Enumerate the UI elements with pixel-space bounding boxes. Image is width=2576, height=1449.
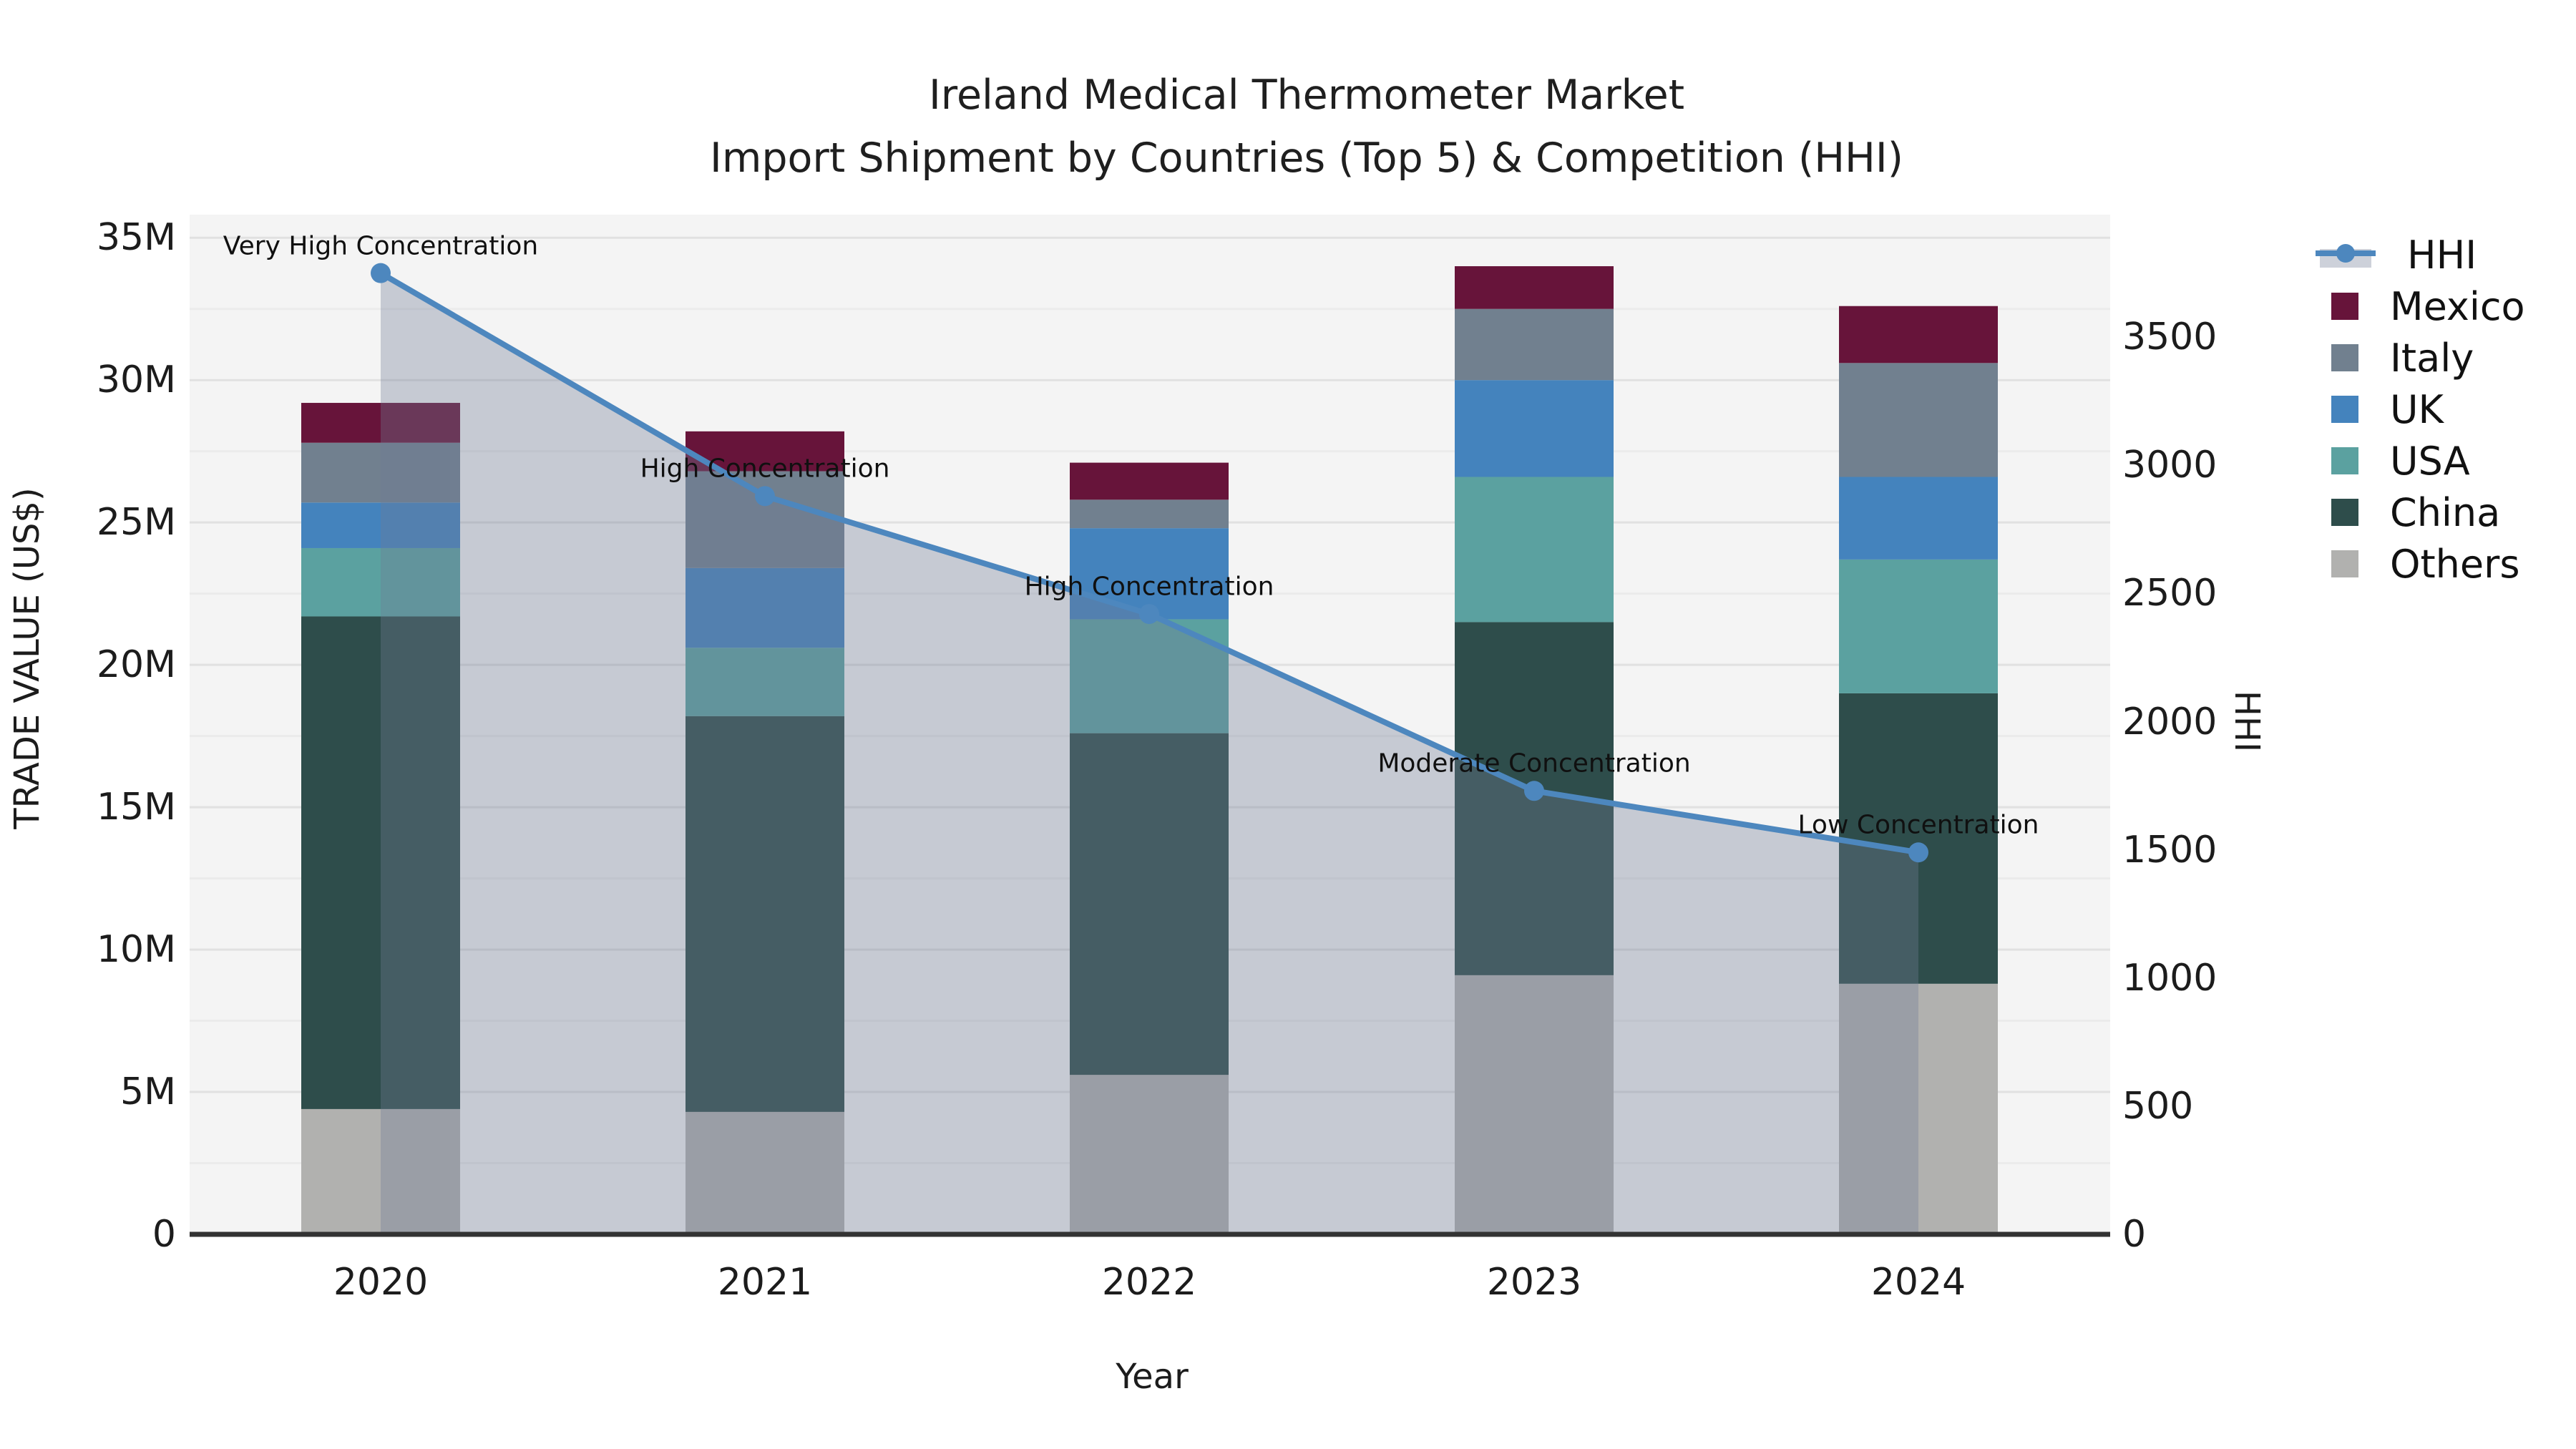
legend: HHI Mexico Italy UK USA China Others bbox=[2310, 229, 2576, 601]
bar-segment-china-2022 bbox=[1070, 733, 1229, 1075]
bar-segment-uk-2024 bbox=[1839, 477, 1998, 560]
legend-item-hhi: HHI bbox=[2310, 232, 2477, 278]
x-tick-label: 2020 bbox=[333, 1261, 429, 1304]
bar-segment-others-2020 bbox=[301, 1108, 460, 1234]
bar-segment-uk-2021 bbox=[686, 567, 844, 648]
y-left-tick-label: 30M bbox=[96, 358, 176, 402]
legend-swatch-others bbox=[2331, 550, 2358, 577]
hhi-marker-swatch bbox=[2336, 244, 2355, 263]
hhi-marker-2022 bbox=[1139, 604, 1159, 625]
y-right-tick-label: 2000 bbox=[2122, 700, 2218, 743]
y-left-tick-label: 5M bbox=[120, 1070, 176, 1114]
y-right-tick-label: 3000 bbox=[2122, 444, 2218, 487]
y-right-tick-label: 3500 bbox=[2122, 316, 2218, 359]
legend-item-usa: USA bbox=[2310, 438, 2470, 484]
y-left-tick-label: 15M bbox=[96, 786, 176, 829]
y-axis-left-title: TRADE VALUE (US$) bbox=[7, 487, 47, 829]
y-left-tick-label: 25M bbox=[96, 501, 176, 545]
legend-item-mexico: Mexico bbox=[2310, 283, 2525, 329]
hhi-marker-2024 bbox=[1908, 842, 1928, 863]
hhi-marker-2023 bbox=[1524, 781, 1544, 801]
hhi-marker-2021 bbox=[755, 486, 775, 507]
bar-segment-mexico-2024 bbox=[1839, 306, 1998, 364]
bar-segment-china-2024 bbox=[1839, 693, 1998, 984]
bar-segment-usa-2020 bbox=[301, 547, 460, 617]
legend-label: Mexico bbox=[2390, 283, 2525, 329]
bar-segment-italy-2020 bbox=[301, 442, 460, 503]
x-tick-label: 2023 bbox=[1486, 1261, 1582, 1304]
y-left-tick-label: 10M bbox=[96, 928, 176, 972]
y-right-tick-label: 0 bbox=[2122, 1213, 2147, 1256]
hhi-line-swatch bbox=[2316, 239, 2376, 270]
y-right-tick-label: 2500 bbox=[2122, 572, 2218, 615]
bar-segment-mexico-2022 bbox=[1070, 462, 1229, 500]
bar-segment-usa-2024 bbox=[1839, 559, 1998, 693]
y-axis-right-ticks: 0 500 1000 1500 2000 2500 3000 3500 bbox=[2122, 0, 2337, 1449]
bar-segment-usa-2021 bbox=[686, 648, 844, 716]
chart-subtitle: Import Shipment by Countries (Top 5) & C… bbox=[710, 135, 1903, 182]
legend-label: HHI bbox=[2407, 232, 2477, 278]
bar-segment-mexico-2020 bbox=[301, 403, 460, 443]
legend-swatch-usa bbox=[2331, 447, 2358, 474]
chart-title: Ireland Medical Thermometer Market bbox=[928, 72, 1685, 119]
legend-label: Italy bbox=[2390, 335, 2474, 381]
x-tick-label: 2021 bbox=[717, 1261, 813, 1304]
hhi-area-fill bbox=[381, 273, 1918, 1234]
legend-swatch-uk bbox=[2331, 396, 2358, 423]
bar-segment-china-2021 bbox=[686, 716, 844, 1112]
legend-item-uk: UK bbox=[2310, 386, 2444, 432]
y-left-tick-label: 35M bbox=[96, 216, 176, 260]
y-left-tick-label: 20M bbox=[96, 643, 176, 687]
y-right-tick-label: 500 bbox=[2122, 1084, 2194, 1128]
x-tick-label: 2024 bbox=[1870, 1261, 1966, 1304]
legend-swatch-mexico bbox=[2331, 293, 2358, 320]
bar-segment-uk-2020 bbox=[301, 502, 460, 548]
hhi-marker-2020 bbox=[371, 263, 391, 283]
bar-segment-others-2024 bbox=[1839, 983, 1998, 1234]
bar-segment-italy-2022 bbox=[1070, 499, 1229, 529]
x-tick-label: 2022 bbox=[1101, 1261, 1197, 1304]
y-axis-left-ticks: 0 5M 10M 15M 20M 25M 30M 35M bbox=[0, 0, 176, 1449]
bar-segment-italy-2023 bbox=[1455, 308, 1614, 381]
legend-item-italy: Italy bbox=[2310, 335, 2474, 381]
bar-segment-others-2022 bbox=[1070, 1075, 1229, 1234]
y-right-tick-label: 1500 bbox=[2122, 828, 2218, 872]
bar-segment-others-2021 bbox=[686, 1111, 844, 1234]
legend-swatch-italy bbox=[2331, 344, 2358, 371]
y-right-tick-label: 1000 bbox=[2122, 956, 2218, 1000]
bar-segment-china-2020 bbox=[301, 616, 460, 1109]
y-left-tick-label: 0 bbox=[152, 1213, 176, 1256]
legend-label: UK bbox=[2390, 386, 2444, 432]
y-axis-right-title: HHI bbox=[2227, 690, 2267, 753]
bar-segment-others-2023 bbox=[1455, 975, 1614, 1234]
legend-swatch-china bbox=[2331, 499, 2358, 526]
legend-label: Others bbox=[2390, 541, 2520, 587]
bar-segment-italy-2024 bbox=[1839, 363, 1998, 477]
x-axis-title: Year bbox=[1116, 1357, 1189, 1397]
legend-item-others: Others bbox=[2310, 541, 2520, 587]
bar-segment-usa-2023 bbox=[1455, 477, 1614, 623]
legend-item-china: China bbox=[2310, 489, 2501, 535]
legend-label: USA bbox=[2390, 438, 2470, 484]
bar-segment-mexico-2023 bbox=[1455, 266, 1614, 309]
legend-label: China bbox=[2390, 489, 2501, 535]
bar-segment-uk-2023 bbox=[1455, 380, 1614, 477]
